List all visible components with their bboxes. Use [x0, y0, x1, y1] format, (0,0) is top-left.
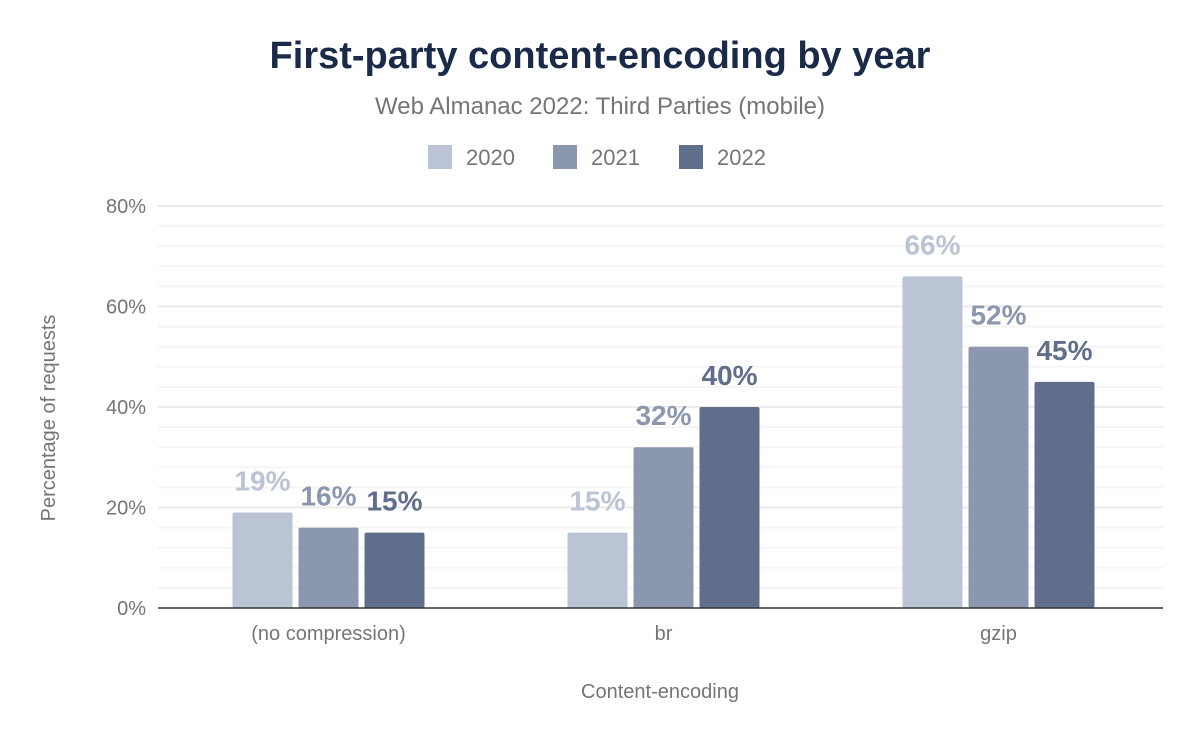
x-tick-label: gzip [980, 623, 1017, 645]
bar-2022 [1034, 381, 1095, 608]
bar-2021 [298, 527, 359, 608]
y-tick-label: 0% [117, 598, 146, 620]
x-tick-label: (no compression) [251, 623, 406, 645]
data-label: 15% [569, 486, 625, 517]
chart-subtitle: Web Almanac 2022: Third Parties (mobile) [375, 93, 825, 120]
x-axis-label: Content-encoding [581, 681, 739, 703]
data-label: 45% [1036, 335, 1092, 366]
data-label: 40% [701, 360, 757, 391]
bar-2020 [902, 276, 963, 608]
legend-swatch-2021 [553, 145, 577, 169]
y-tick-label: 20% [106, 498, 146, 520]
data-label: 16% [300, 481, 356, 512]
bar-2022 [364, 532, 425, 608]
data-label: 15% [366, 486, 422, 517]
bar-2020 [232, 512, 293, 608]
bar-2020 [567, 532, 628, 608]
bar-2021 [633, 447, 694, 608]
chart-title: First-party content-encoding by year [270, 35, 931, 77]
y-tick-label: 80% [106, 196, 146, 218]
x-tick-label: br [655, 623, 673, 645]
legend-label: 2022 [717, 145, 766, 170]
legend: 2020 2021 2022 [428, 145, 766, 170]
bars: 19% 16% 15% 15% 32% 40% 66% 52% 45% [232, 229, 1095, 608]
data-label: 66% [904, 229, 960, 260]
bar-2022 [699, 407, 760, 608]
y-tick-label: 60% [106, 297, 146, 319]
legend-swatch-2022 [679, 145, 703, 169]
data-label: 32% [635, 400, 691, 431]
y-tick-label: 40% [106, 397, 146, 419]
legend-label: 2020 [466, 145, 515, 170]
x-axis: (no compression) br gzip [158, 607, 1163, 645]
data-label: 19% [234, 466, 290, 497]
y-axis-label: Percentage of requests [38, 315, 60, 522]
legend-label: 2021 [591, 145, 640, 170]
y-axis: 0% 20% 40% 60% 80% [106, 196, 146, 620]
data-label: 52% [970, 300, 1026, 331]
legend-swatch-2020 [428, 145, 452, 169]
bar-2021 [968, 346, 1029, 608]
